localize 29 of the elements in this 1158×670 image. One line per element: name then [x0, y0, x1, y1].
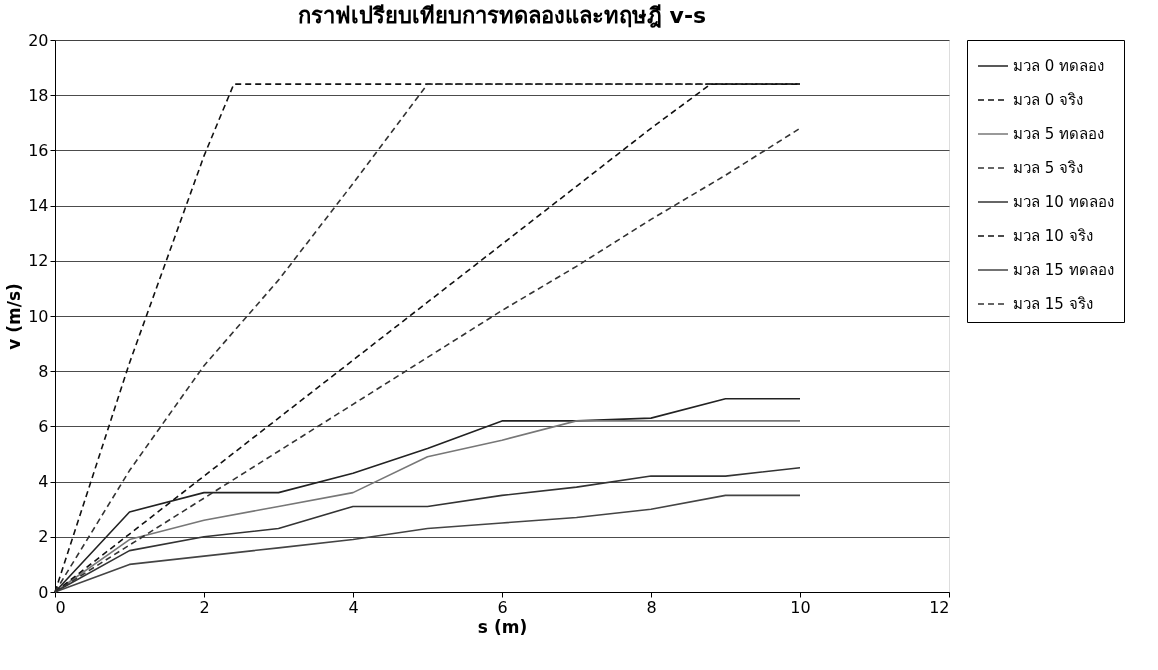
legend-label: มวล 5 จริง: [1013, 159, 1084, 177]
y-tick-label: 10: [28, 306, 49, 326]
y-tick-label: 14: [28, 196, 49, 216]
x-tick-label: 10: [790, 597, 811, 617]
y-tick-label: 4: [38, 472, 49, 492]
x-tick-label: 2: [199, 597, 210, 617]
y-tick-label: 0: [38, 582, 49, 602]
y-tick-label: 8: [38, 361, 49, 381]
x-axis-title: s (m): [477, 616, 528, 637]
legend-label: มวล 10 จริง: [1013, 227, 1093, 245]
legend-label: มวล 15 จริง: [1013, 295, 1093, 313]
legend-label: มวล 0 ทดลอง: [1013, 57, 1105, 75]
legend-label: มวล 0 จริง: [1013, 91, 1084, 109]
x-tick-label: 4: [348, 597, 359, 617]
y-tick-label: 16: [28, 140, 49, 160]
x-tick-label: 6: [497, 597, 508, 617]
legend-label: มวล 15 ทดลอง: [1013, 261, 1114, 279]
x-tick-label: 8: [646, 597, 657, 617]
y-tick-label: 12: [28, 251, 49, 271]
legend-label: มวล 10 ทดลอง: [1013, 193, 1114, 211]
y-tick-label: 20: [28, 30, 49, 50]
x-tick-label: 12: [929, 597, 950, 617]
y-tick-label: 6: [38, 416, 49, 436]
legend-label: มวล 5 ทดลอง: [1013, 125, 1105, 143]
y-tick-label: 2: [38, 527, 49, 547]
y-axis-title: v (m/s): [4, 283, 25, 350]
x-tick-label: 0: [55, 597, 66, 617]
chart-title: กราฟเปรียบเทียบการทดลองและทฤษฎี v-s: [297, 3, 707, 28]
y-tick-label: 18: [28, 85, 49, 105]
